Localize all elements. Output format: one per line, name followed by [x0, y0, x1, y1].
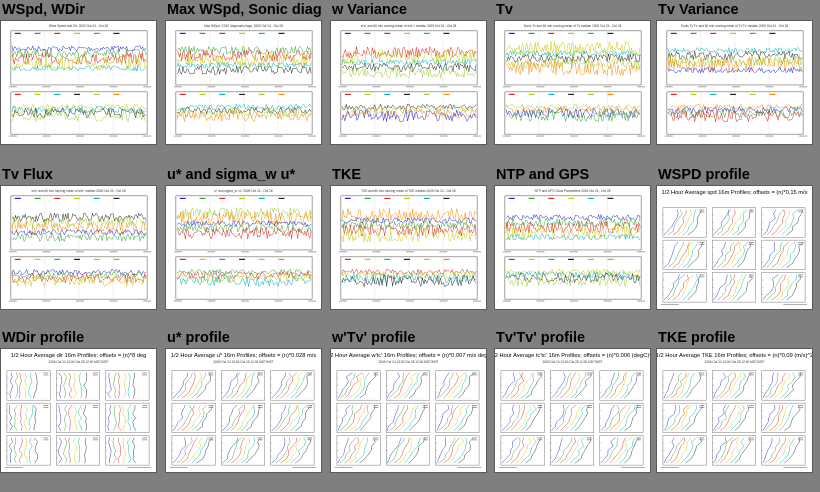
profile-plot-subheader: 2009 Oct 24 13:00 Oct 28 12:00 MDT/MST — [379, 360, 439, 364]
plot-cell: WSPD profile 1/2 Hour Average spd 16m Pro… — [656, 167, 816, 312]
plot-thumbnail-link[interactable]: w'w' and 60 min running mean of w'w' / m… — [330, 20, 487, 145]
plot-thumbnail-link[interactable]: u* and sigma_w / u* 2009 Oct 24 - Oct 28 — [165, 185, 322, 310]
profile-plot-header: 1/2 Hour Average TKE 16m Profiles; offse… — [657, 353, 812, 359]
plot-thumbnail-link[interactable]: 1/2 Hour Average u* 16m Profiles; offset… — [165, 348, 322, 473]
time-series-plot-image: w'w' and 60 min running mean of w'w' / m… — [331, 21, 486, 144]
plot-cell: w Variance w'w' and 60 min running mean o… — [330, 2, 490, 147]
profile-plot-subheader: 2009 Oct 24 13:00 Oct 28 12:00 MDT/MST — [543, 360, 603, 364]
time-series-plot-image: Sonic Tv and 60 min running mean of Tv m… — [495, 21, 650, 144]
time-series-plot-image: u* and sigma_w / u* 2009 Oct 24 - Oct 28 — [166, 186, 321, 309]
plot-thumbnail-link[interactable]: 1/2 Hour Average TKE 16m Profiles; offse… — [656, 348, 813, 473]
plot-thumbnail-link[interactable]: Max WSpd, CSAT diagnostic flags, 2009 Oc… — [165, 20, 322, 145]
time-series-plot-image: w'tv' and 60 min running mean of w'tv' m… — [1, 186, 156, 309]
plot-title: WSPD profile — [658, 167, 750, 183]
plot-thumbnail-link[interactable]: 1/2 Hour Average dir 16m Profiles; offse… — [0, 348, 157, 473]
plot-thumbnail-link[interactable]: Wind Speed and Dir, 2009 Oct 24 - Oct 28 — [0, 20, 157, 145]
profile-plot-header: 1/2 Hour Average w'tc' 16m Profiles; off… — [331, 353, 486, 359]
profile-plot-image: 1/2 Hour Average spd 16m Profiles; offse… — [657, 186, 812, 309]
profile-plot-header: 1/2 Hour Average tc'tc' 16m Profiles; of… — [495, 353, 650, 359]
plot-title: w'Tv' profile — [332, 330, 416, 346]
time-series-caption: Sonic Tv and 60 min running mean of Tv m… — [524, 24, 622, 28]
profile-plot-subheader: 2009 Oct 24 13:00 Oct 28 12:00 MDT/MST — [705, 360, 765, 364]
plot-thumbnail-link[interactable]: TKE and 60 min running mean of TKE media… — [330, 185, 487, 310]
time-series-plot-image: Wind Speed and Dir, 2009 Oct 24 - Oct 28 — [1, 21, 156, 144]
profile-plot-image: 1/2 Hour Average u* 16m Profiles; offset… — [166, 349, 321, 472]
time-series-caption: NTP and GPS Clock Parameters 2009 Oct 24… — [535, 189, 611, 193]
profile-plot-header: 1/2 Hour Average spd 16m Profiles; offse… — [661, 190, 807, 196]
time-series-plot-image: TKE and 60 min running mean of TKE media… — [331, 186, 486, 309]
plot-cell: Tv Variance Sonic Tv'Tv' and 60 min runni… — [656, 2, 816, 147]
plot-cell: Tv Sonic Tv and 60 min running mean of Tv… — [494, 2, 654, 147]
plot-cell: WDir profile 1/2 Hour Average dir 16m Pro… — [0, 330, 160, 475]
profile-plot-image: 1/2 Hour Average tc'tc' 16m Profiles; of… — [495, 349, 650, 472]
plot-title: Tv — [496, 2, 513, 18]
plot-thumbnail-link[interactable]: w'tv' and 60 min running mean of w'tv' m… — [0, 185, 157, 310]
profile-plot-subheader: 2009 Oct 24 13:00 Oct 28 12:00 MDT/MST — [49, 360, 109, 364]
plot-cell: w'Tv' profile 1/2 Hour Average w'tc' 16m … — [330, 330, 490, 475]
profile-plot-image: 1/2 Hour Average w'tc' 16m Profiles; off… — [331, 349, 486, 472]
plot-thumbnail-link[interactable]: NTP and GPS Clock Parameters 2009 Oct 24… — [494, 185, 651, 310]
profile-plot-subheader: 2009 Oct 24 13:00 Oct 28 12:00 MDT/MST — [214, 360, 274, 364]
plot-cell: Tv'Tv' profile 1/2 Hour Average tc'tc' 16… — [494, 330, 654, 475]
plot-thumbnail-link[interactable]: Sonic Tv'Tv' and 60 min running mean of … — [656, 20, 813, 145]
plot-cell: TKE TKE and 60 min running mean of TKE me… — [330, 167, 490, 312]
plot-title: u* and sigma_w u* — [167, 167, 296, 183]
profile-plot-header: 1/2 Hour Average dir 16m Profiles; offse… — [11, 353, 147, 359]
plot-cell: u* and sigma_w u* u* and sigma_w / u* 200… — [165, 167, 325, 312]
plot-thumbnail-link[interactable]: Sonic Tv and 60 min running mean of Tv m… — [494, 20, 651, 145]
plot-title: Tv Flux — [2, 167, 53, 183]
profile-plot-image: 1/2 Hour Average dir 16m Profiles; offse… — [1, 349, 156, 472]
plot-title: NTP and GPS — [496, 167, 590, 183]
plot-cell: Max WSpd, Sonic diag Max WSpd, CSAT diagn… — [165, 2, 325, 147]
plot-title: Tv'Tv' profile — [496, 330, 586, 346]
plot-cell: u* profile 1/2 Hour Average u* 16m Profil… — [165, 330, 325, 475]
plot-title: Tv Variance — [658, 2, 739, 18]
plot-title: WSpd, WDir — [2, 2, 85, 18]
time-series-caption: w'w' and 60 min running mean of w'w' / m… — [361, 24, 457, 28]
plot-title: Max WSpd, Sonic diag — [167, 2, 322, 18]
plot-thumbnail-link[interactable]: 1/2 Hour Average spd 16m Profiles; offse… — [656, 185, 813, 310]
plot-cell: Tv Flux w'tv' and 60 min running mean of … — [0, 167, 160, 312]
plot-cell: TKE profile 1/2 Hour Average TKE 16m Prof… — [656, 330, 816, 475]
plot-title: w Variance — [332, 2, 407, 18]
plot-title: TKE profile — [658, 330, 736, 346]
time-series-caption: TKE and 60 min running mean of TKE media… — [361, 189, 456, 193]
time-series-caption: Sonic Tv'Tv' and 60 min running mean of … — [681, 24, 788, 28]
time-series-plot-image: NTP and GPS Clock Parameters 2009 Oct 24… — [495, 186, 650, 309]
plot-cell: WSpd, WDir Wind Speed and Dir, 2009 Oct 2… — [0, 2, 160, 147]
profile-plot-image: 1/2 Hour Average TKE 16m Profiles; offse… — [657, 349, 812, 472]
plot-cell: NTP and GPS NTP and GPS Clock Parameters … — [494, 167, 654, 312]
time-series-caption: u* and sigma_w / u* 2009 Oct 24 - Oct 28 — [214, 189, 272, 193]
time-series-plot-image: Max WSpd, CSAT diagnostic flags, 2009 Oc… — [166, 21, 321, 144]
plot-title: TKE — [332, 167, 361, 183]
profile-plot-header: 1/2 Hour Average u* 16m Profiles; offset… — [171, 353, 317, 359]
plot-thumbnail-link[interactable]: 1/2 Hour Average tc'tc' 16m Profiles; of… — [494, 348, 651, 473]
time-series-caption: Max WSpd, CSAT diagnostic flags, 2009 Oc… — [204, 24, 283, 28]
plot-title: WDir profile — [2, 330, 85, 346]
time-series-plot-image: Sonic Tv'Tv' and 60 min running mean of … — [657, 21, 812, 144]
time-series-caption: Wind Speed and Dir, 2009 Oct 24 - Oct 28 — [49, 24, 108, 28]
plot-title: u* profile — [167, 330, 230, 346]
plot-thumbnail-link[interactable]: 1/2 Hour Average w'tc' 16m Profiles; off… — [330, 348, 487, 473]
time-series-caption: w'tv' and 60 min running mean of w'tv' m… — [31, 189, 125, 193]
